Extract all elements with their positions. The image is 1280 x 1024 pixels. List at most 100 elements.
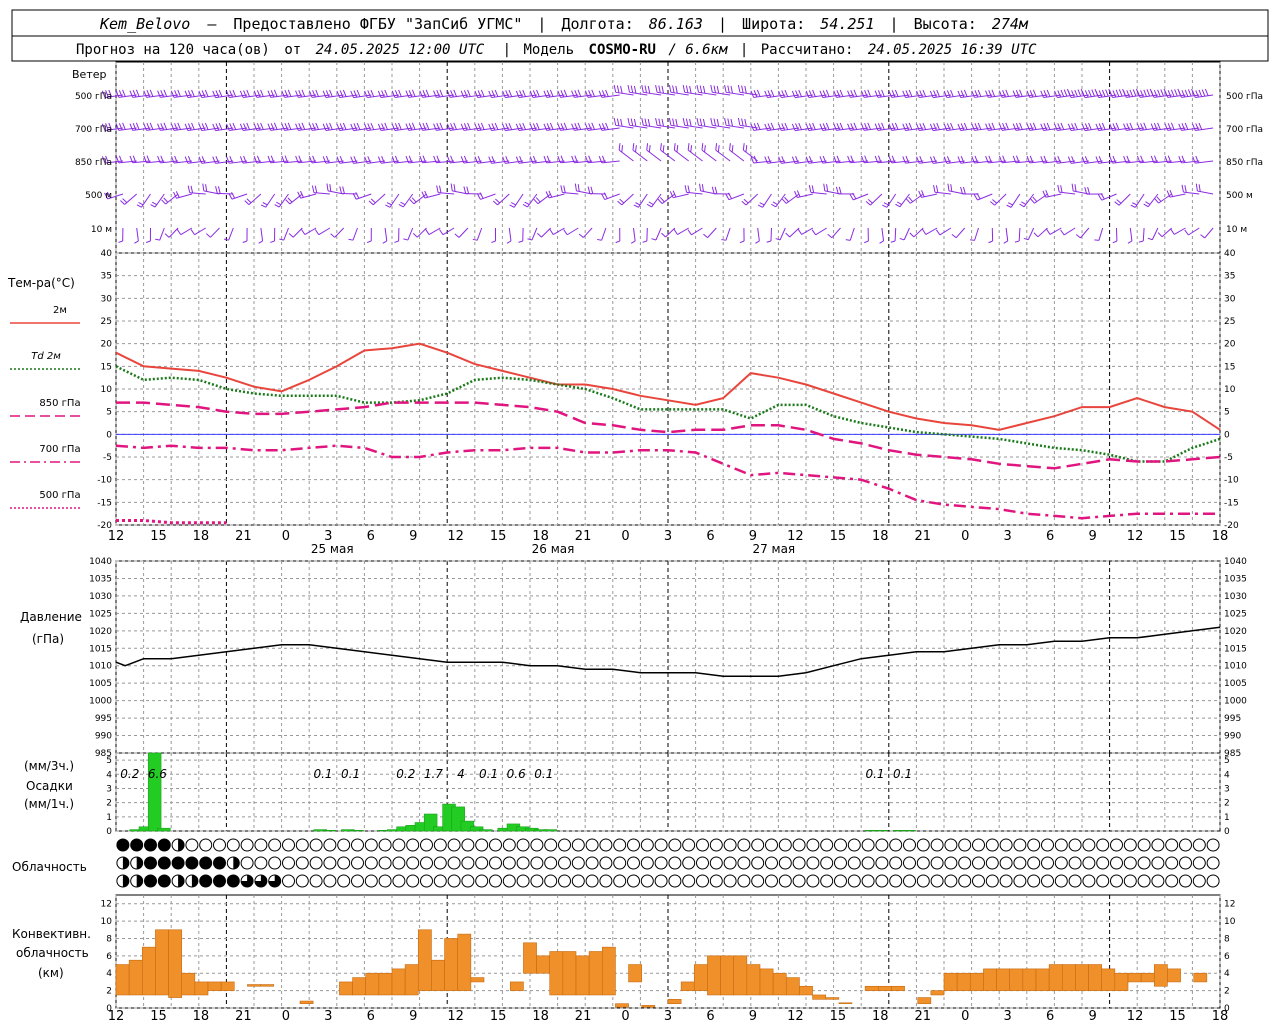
cloud-symbol	[406, 838, 420, 852]
wind-barb-feather	[239, 123, 244, 131]
wind-barb-feather	[174, 123, 178, 131]
hour-label: 12	[447, 1009, 464, 1024]
temp-ytick-left: 25	[101, 317, 112, 327]
hour-label: 12	[108, 529, 125, 544]
wind-barb-feather	[301, 122, 306, 130]
cloud-symbol	[916, 856, 930, 870]
wind-barb-feather	[300, 190, 304, 198]
wind-barb-feather	[1003, 240, 1008, 244]
wind-barb-feather	[891, 155, 896, 163]
wind-barb-feather	[495, 198, 500, 204]
cloud-symbol	[1027, 856, 1041, 870]
wind-barb-feather	[215, 186, 218, 194]
wind-barb-feather	[895, 203, 901, 208]
wind-barb-feather	[845, 239, 851, 241]
pressure-ytick-left: 1000	[89, 697, 112, 707]
cloud-symbol	[420, 838, 433, 852]
wind-barb-feather	[368, 200, 374, 206]
wind-barb-feather	[342, 89, 347, 97]
wind-barb-feather	[1074, 122, 1078, 130]
wind-barb-feather	[515, 156, 520, 164]
cloud-symbol	[903, 838, 916, 852]
wind-barb-feather	[778, 90, 782, 98]
cloud-symbol	[378, 874, 392, 888]
convective-bar	[601, 946, 616, 996]
wind-barb-shaft	[541, 227, 552, 238]
wind-barb-feather	[224, 238, 229, 241]
cloud-symbol	[778, 874, 792, 888]
precip-ytick-left: 1	[106, 813, 112, 823]
wind-barb-feather	[766, 240, 772, 243]
wind-barb-feather	[322, 156, 327, 164]
wind-barb-feather	[325, 90, 330, 98]
wind-barb-feather	[253, 123, 258, 131]
wind-barb-feather	[669, 191, 674, 198]
wind-barb-feather	[1002, 155, 1006, 163]
cloud-symbol	[640, 838, 654, 852]
wind-barb-feather	[731, 145, 734, 153]
wind-barb-feather	[356, 89, 361, 97]
wind-barb-feather	[191, 122, 195, 130]
wind-barb-feather	[711, 186, 715, 194]
wind-barb-feather	[120, 200, 125, 205]
wind-barb-feather	[187, 185, 191, 193]
wind-barb-feather	[170, 90, 175, 98]
cloud-symbol	[847, 874, 861, 888]
cloud-symbol	[599, 838, 613, 852]
wind-barb-feather	[571, 90, 575, 98]
wind-barb-feather	[617, 200, 623, 206]
wind-barb-feather	[508, 122, 513, 130]
cloud-symbol	[765, 838, 778, 852]
pressure-ytick-left: 1030	[89, 592, 112, 602]
wind-barb-feather	[1074, 89, 1078, 97]
cloud-symbol	[558, 838, 571, 852]
wind-barb-shaft	[1018, 227, 1021, 242]
hour-label: 21	[235, 1009, 252, 1024]
wind-barb-feather	[960, 186, 963, 195]
wind-barb-feather	[1057, 123, 1061, 131]
wind-barb-feather	[877, 90, 882, 98]
wind-barb-feather	[833, 156, 837, 164]
wind-barb-feather	[1100, 193, 1105, 200]
cloud-half-fill	[136, 875, 143, 887]
wind-barb-feather	[655, 84, 658, 93]
wind-barb-feather	[647, 85, 651, 94]
wind-barb-feather	[326, 183, 329, 191]
wind-barb-feather	[1032, 196, 1038, 202]
wind-barb-feather	[177, 89, 181, 97]
wind-barb-feather	[281, 123, 285, 131]
wind-title: Ветер	[72, 68, 106, 81]
hour-label: 21	[575, 529, 592, 544]
wind-barb-feather	[1136, 155, 1141, 163]
temperature-lines	[115, 342, 1221, 525]
wind-barb-feather	[339, 123, 344, 131]
wind-barb-feather	[988, 123, 992, 131]
wind-barb-feather	[808, 185, 812, 193]
wind-barb-feather	[641, 84, 644, 93]
wind-barb-feather	[419, 123, 423, 131]
cloud-symbol	[558, 856, 571, 870]
cloud-symbol	[1041, 856, 1054, 870]
wind-barb-feather	[757, 204, 763, 208]
convective-bar	[207, 981, 222, 991]
wind-barb-feather	[1167, 155, 1172, 163]
wind-barb-feather	[784, 89, 789, 97]
cloud-symbol	[1041, 874, 1054, 888]
cloud-symbol	[889, 856, 903, 870]
wind-barb-feather	[808, 123, 813, 131]
wind-barb-feather	[891, 90, 896, 98]
wind-barb-feather	[377, 123, 382, 131]
wind-barb-feather	[1129, 122, 1134, 130]
wind-barb-feather	[853, 122, 858, 130]
wind-barb-feather	[874, 155, 879, 163]
cloud-symbol	[834, 874, 847, 888]
wind-barb-feather	[822, 123, 827, 131]
cloud-symbol	[295, 838, 309, 852]
convective-bar	[785, 977, 800, 996]
wind-barb-feather	[270, 90, 275, 98]
wind-barb-feather	[877, 123, 882, 131]
cloud-symbol	[309, 874, 323, 888]
wind-barb-feather	[519, 156, 523, 164]
wind-barb-shaft	[384, 227, 388, 241]
wind-barb-feather	[651, 238, 657, 241]
